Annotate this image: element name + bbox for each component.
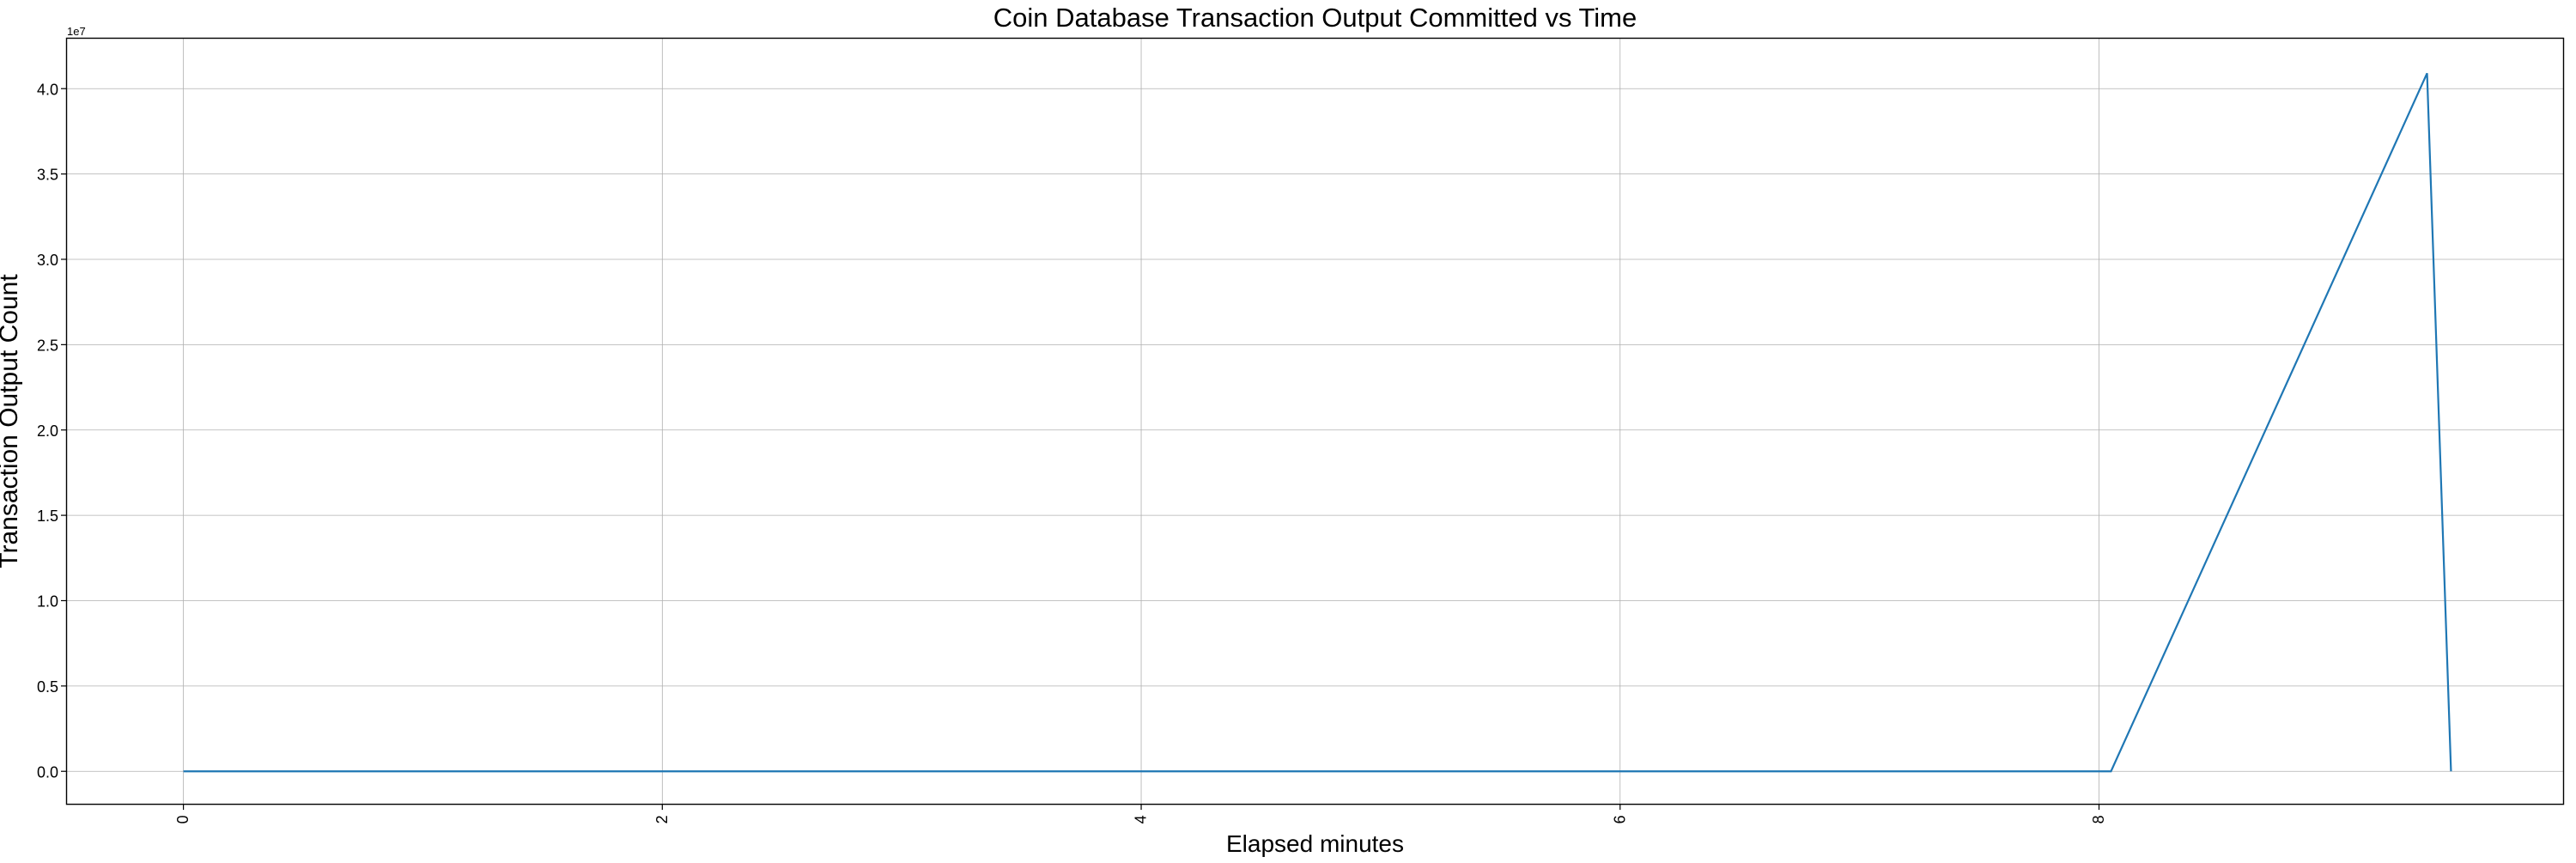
svg-text:3.0: 3.0	[37, 252, 58, 269]
svg-text:0: 0	[174, 815, 191, 823]
svg-text:Transaction Output Count: Transaction Output Count	[0, 274, 23, 568]
svg-text:2.5: 2.5	[37, 337, 58, 354]
svg-text:8: 8	[2090, 815, 2107, 823]
svg-text:1.0: 1.0	[37, 593, 58, 611]
svg-text:4.0: 4.0	[37, 81, 58, 98]
svg-text:1.5: 1.5	[37, 507, 58, 525]
svg-text:2.0: 2.0	[37, 422, 58, 440]
svg-text:Coin Database Transaction Outp: Coin Database Transaction Output Committ…	[993, 3, 1637, 33]
svg-text:4: 4	[1133, 815, 1150, 823]
svg-text:3.5: 3.5	[37, 167, 58, 184]
svg-text:1e7: 1e7	[67, 25, 86, 38]
svg-text:0.0: 0.0	[37, 763, 58, 781]
svg-text:0.5: 0.5	[37, 678, 58, 696]
svg-text:Elapsed minutes: Elapsed minutes	[1226, 830, 1404, 857]
svg-text:2: 2	[653, 815, 671, 823]
svg-text:6: 6	[1611, 815, 1628, 823]
